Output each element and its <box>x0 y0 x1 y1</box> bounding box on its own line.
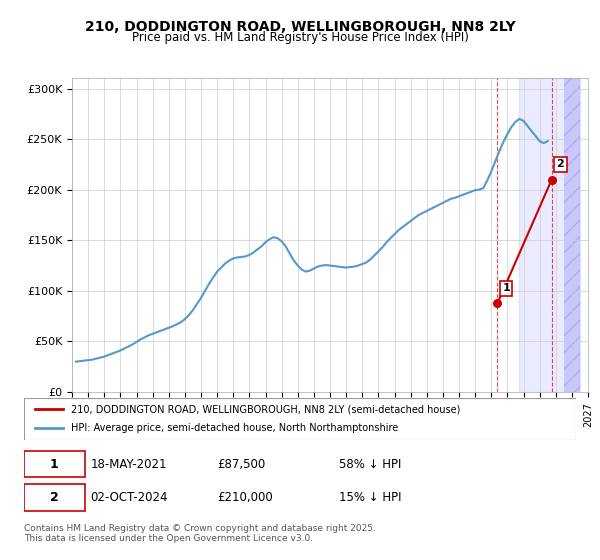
Bar <box>564 78 580 392</box>
Text: HPI: Average price, semi-detached house, North Northamptonshire: HPI: Average price, semi-detached house,… <box>71 423 398 433</box>
Text: 210, DODDINGTON ROAD, WELLINGBOROUGH, NN8 2LY: 210, DODDINGTON ROAD, WELLINGBOROUGH, NN… <box>85 20 515 34</box>
Text: 1: 1 <box>502 283 510 293</box>
Point <box>493 299 502 308</box>
Text: 18-MAY-2021: 18-MAY-2021 <box>90 458 167 470</box>
FancyBboxPatch shape <box>24 451 85 478</box>
Point <box>547 175 557 184</box>
Text: Contains HM Land Registry data © Crown copyright and database right 2025.
This d: Contains HM Land Registry data © Crown c… <box>24 524 376 543</box>
Text: 15% ↓ HPI: 15% ↓ HPI <box>338 491 401 504</box>
Text: 2: 2 <box>50 491 59 504</box>
Bar <box>520 78 580 392</box>
Text: £87,500: £87,500 <box>217 458 265 470</box>
Text: 210, DODDINGTON ROAD, WELLINGBOROUGH, NN8 2LY (semi-detached house): 210, DODDINGTON ROAD, WELLINGBOROUGH, NN… <box>71 404 460 414</box>
Text: 1: 1 <box>50 458 59 470</box>
Text: £210,000: £210,000 <box>217 491 273 504</box>
Text: 2: 2 <box>557 160 565 170</box>
FancyBboxPatch shape <box>24 484 85 511</box>
Text: 58% ↓ HPI: 58% ↓ HPI <box>338 458 401 470</box>
FancyBboxPatch shape <box>24 398 576 440</box>
Text: 02-OCT-2024: 02-OCT-2024 <box>90 491 168 504</box>
Text: Price paid vs. HM Land Registry's House Price Index (HPI): Price paid vs. HM Land Registry's House … <box>131 31 469 44</box>
